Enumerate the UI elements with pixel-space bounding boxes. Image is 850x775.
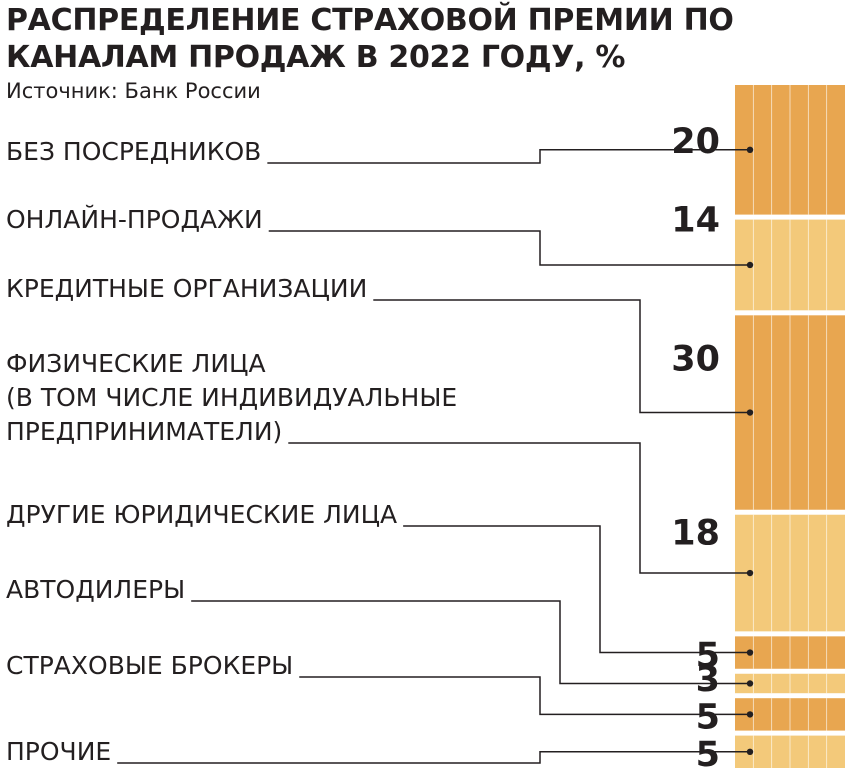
leader-dot [746,409,754,416]
category-label: (В ТОМ ЧИСЛЕ ИНДИВИДУАЛЬНЫЕ [6,383,457,412]
leader-line [403,525,750,654]
category-label: ПРЕДПРИНИМАТЕЛИ) [6,417,282,446]
value-label: 5 [696,636,720,676]
value-label: 18 [671,514,720,554]
value-label: 5 [696,698,720,738]
leader-dot [746,649,754,656]
category-label: АВТОДИЛЕРЫ [6,575,185,604]
leader-dot [746,748,754,755]
value-label: 30 [671,339,720,379]
category-label: БЕЗ ПОСРЕДНИКОВ [6,137,261,166]
value-label: 5 [696,735,720,775]
value-label: 20 [671,122,720,162]
leader-dot [746,146,754,153]
leader-line [288,442,750,574]
value-label: 3 [696,660,720,700]
leader-line [191,600,750,685]
category-label: ОНЛАЙН-ПРОДАЖИ [6,205,263,234]
leader-line [117,751,750,764]
leader-line [267,149,750,164]
category-label: СТРАХОВЫЕ БРОКЕРЫ [6,651,293,680]
leader-dot [746,261,754,269]
leader-lines [117,146,754,764]
leader-line [299,676,750,716]
category-label: ДРУГИЕ ЮРИДИЧЕСКИЕ ЛИЦА [6,500,397,529]
chart-source: Источник: Банк России [6,79,261,103]
chart-title: РАСПРЕДЕЛЕНИЕ СТРАХОВОЙ ПРЕМИИ ПО КАНАЛА… [6,3,734,75]
leader-dot [746,711,754,718]
leader-line [373,299,750,414]
category-labels: БЕЗ ПОСРЕДНИКОВ ОНЛАЙН-ПРОДАЖИ КРЕДИТНЫЕ О… [6,137,457,766]
value-label: 14 [671,201,720,241]
category-label: КРЕДИТНЫЕ ОРГАНИЗАЦИИ [6,274,367,303]
leader-dot [746,680,754,687]
leader-line [268,230,750,266]
leader-dot [746,569,754,577]
category-label: ПРОЧИЕ [6,737,111,766]
bar-segments [735,85,845,768]
category-label: ФИЗИЧЕСКИЕ ЛИЦА [6,349,266,378]
